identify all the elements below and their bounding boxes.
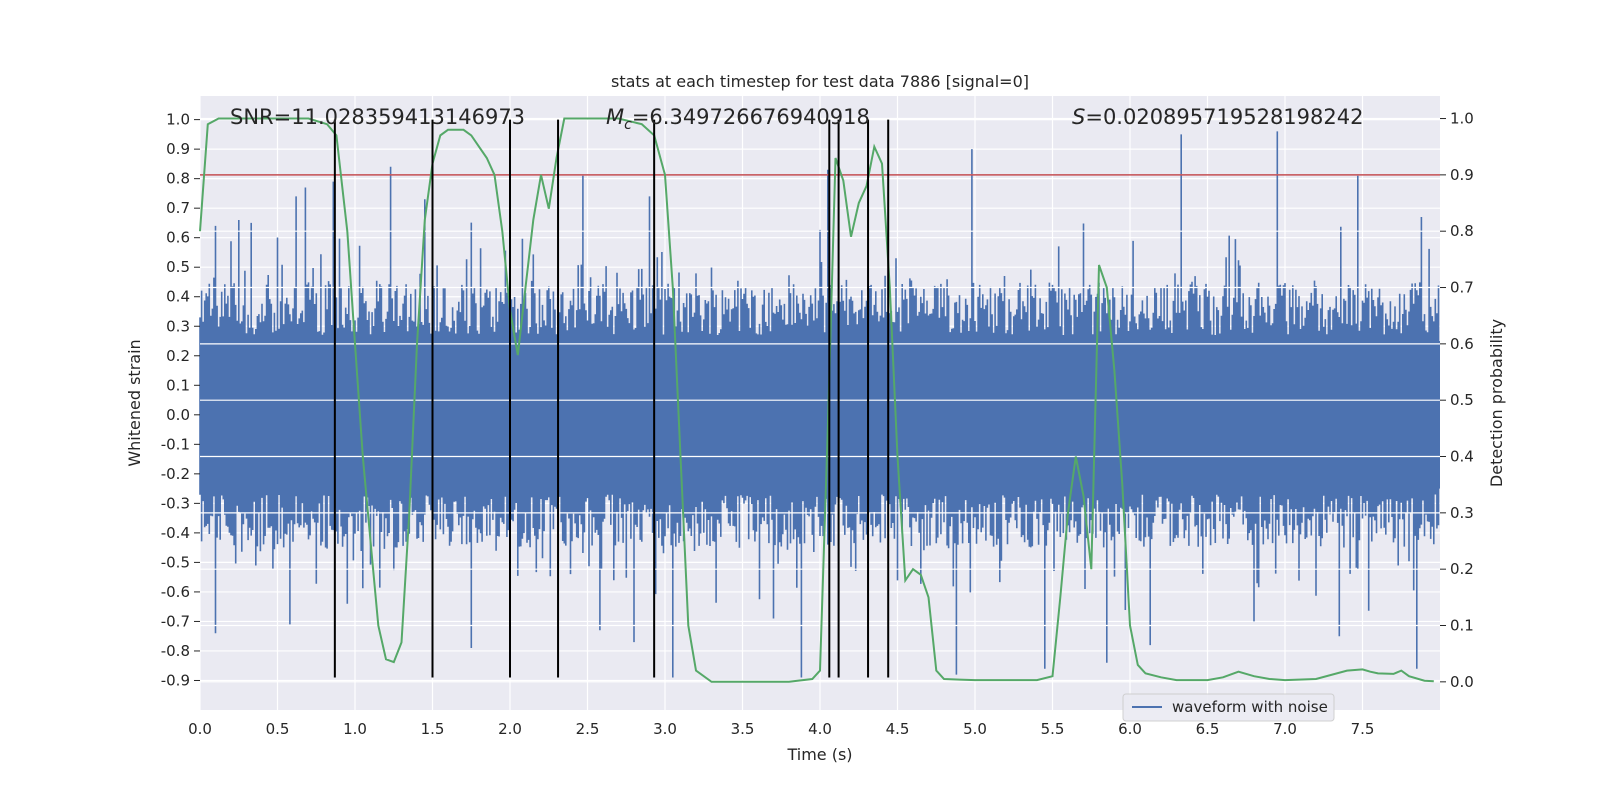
- y-tick-label: 0.3: [166, 317, 190, 335]
- y-tick-label: -0.5: [161, 553, 190, 571]
- y-tick-label: 0.1: [166, 376, 190, 394]
- detection-vertical-lines: [333, 119, 890, 678]
- x-tick-label: 1.0: [343, 720, 367, 738]
- x-tick-label: 6.5: [1196, 720, 1220, 738]
- chirp-mass-symbol: M: [606, 105, 624, 129]
- x-tick-label: 7.0: [1273, 720, 1297, 738]
- y2-tick-label: 0.6: [1450, 335, 1474, 353]
- y-tick-label: -0.6: [161, 583, 190, 601]
- y-tick-label: -0.7: [161, 612, 190, 630]
- x-tick-label: 1.5: [421, 720, 445, 738]
- y2-tick-label: 0.8: [1450, 222, 1474, 240]
- y2-tick-label: 0.7: [1450, 279, 1474, 297]
- y-tick-label: -0.8: [161, 642, 190, 660]
- y-tick-label: 0.9: [166, 140, 190, 158]
- y2-tick-label: 1.0: [1450, 110, 1474, 128]
- x-axis-ticks: 0.0 0.5 1.0 1.5 2.0 2.5 3.0 3.5 4.0 4.5 5.0 5.5 6.0 6…: [188, 720, 1374, 738]
- y2-tick-label: 0.1: [1450, 617, 1474, 635]
- detection-probability-line: [199, 117, 1434, 683]
- x-tick-label: 3.0: [653, 720, 677, 738]
- x-tick-label: 3.5: [731, 720, 755, 738]
- x-tick-label: 5.0: [963, 720, 987, 738]
- x-tick-label: 2.5: [576, 720, 600, 738]
- y2-tick-label: 0.2: [1450, 560, 1474, 578]
- x-tick-label: 2.0: [498, 720, 522, 738]
- s-value: =0.020895719528198242: [1085, 105, 1363, 129]
- y-tick-label: -0.2: [161, 465, 190, 483]
- y2-axis-label: Detection probability: [1487, 319, 1506, 487]
- x-tick-label: 4.0: [808, 720, 832, 738]
- legend: waveform with noise: [1122, 693, 1335, 722]
- y-tick-label: 1.0: [166, 111, 190, 129]
- y2-axis-ticks: 1.0 0.9 0.8 0.7 0.6 0.5 0.4 0.3 0.2 0.1 0.0: [1440, 110, 1474, 691]
- waveform-core: [200, 341, 1440, 489]
- chirp-mass-subscript: c: [624, 117, 632, 133]
- y-tick-label: -0.4: [161, 524, 190, 542]
- y2-tick-label: 0.4: [1450, 448, 1474, 466]
- y-tick-label: 0.7: [166, 199, 190, 217]
- legend-box: [1122, 693, 1335, 722]
- chirp-mass-value: =6.349726676940918: [632, 105, 870, 129]
- waveform-series: [199, 131, 1440, 678]
- y-axis-ticks: 1.0 0.9 0.8 0.7 0.6 0.5 0.4 0.3 0.2 0.1 0.0 -0.1 -0.…: [161, 111, 200, 689]
- x-tick-label: 0.0: [188, 720, 212, 738]
- s-symbol: S: [1072, 105, 1085, 129]
- y2-tick-label: 0.5: [1450, 391, 1474, 409]
- y-tick-label: -0.3: [161, 494, 190, 512]
- x-axis-label: Time (s): [786, 745, 852, 764]
- y-tick-label: 0.6: [166, 229, 190, 247]
- y-tick-label: 0.2: [166, 347, 190, 365]
- x-tick-label: 0.5: [266, 720, 290, 738]
- chart-title: stats at each timestep for test data 788…: [611, 72, 1029, 91]
- legend-entry-waveform: waveform with noise: [1172, 698, 1328, 716]
- chirp-mass-annotation: Mc=6.349726676940918: [606, 105, 870, 133]
- x-tick-label: 4.5: [886, 720, 910, 738]
- y2-tick-label: 0.9: [1450, 166, 1474, 184]
- y2-tick-label: 0.0: [1450, 673, 1474, 691]
- y-tick-label: -0.1: [161, 435, 190, 453]
- y-axis-label: Whitened strain: [125, 339, 144, 466]
- snr-annotation: SNR=11.028359413146973: [230, 105, 525, 129]
- x-tick-label: 6.0: [1118, 720, 1142, 738]
- s-annotation: S=0.020895719528198242: [1072, 105, 1363, 129]
- y-tick-label: 0.5: [166, 258, 190, 276]
- x-tick-label: 5.5: [1041, 720, 1065, 738]
- y-tick-label: 0.8: [166, 170, 190, 188]
- y-tick-label: 0.4: [166, 288, 190, 306]
- x-tick-label: 7.5: [1351, 720, 1375, 738]
- y-tick-label: -0.9: [161, 671, 190, 689]
- y-tick-label: 0.0: [166, 406, 190, 424]
- y2-tick-label: 0.3: [1450, 504, 1474, 522]
